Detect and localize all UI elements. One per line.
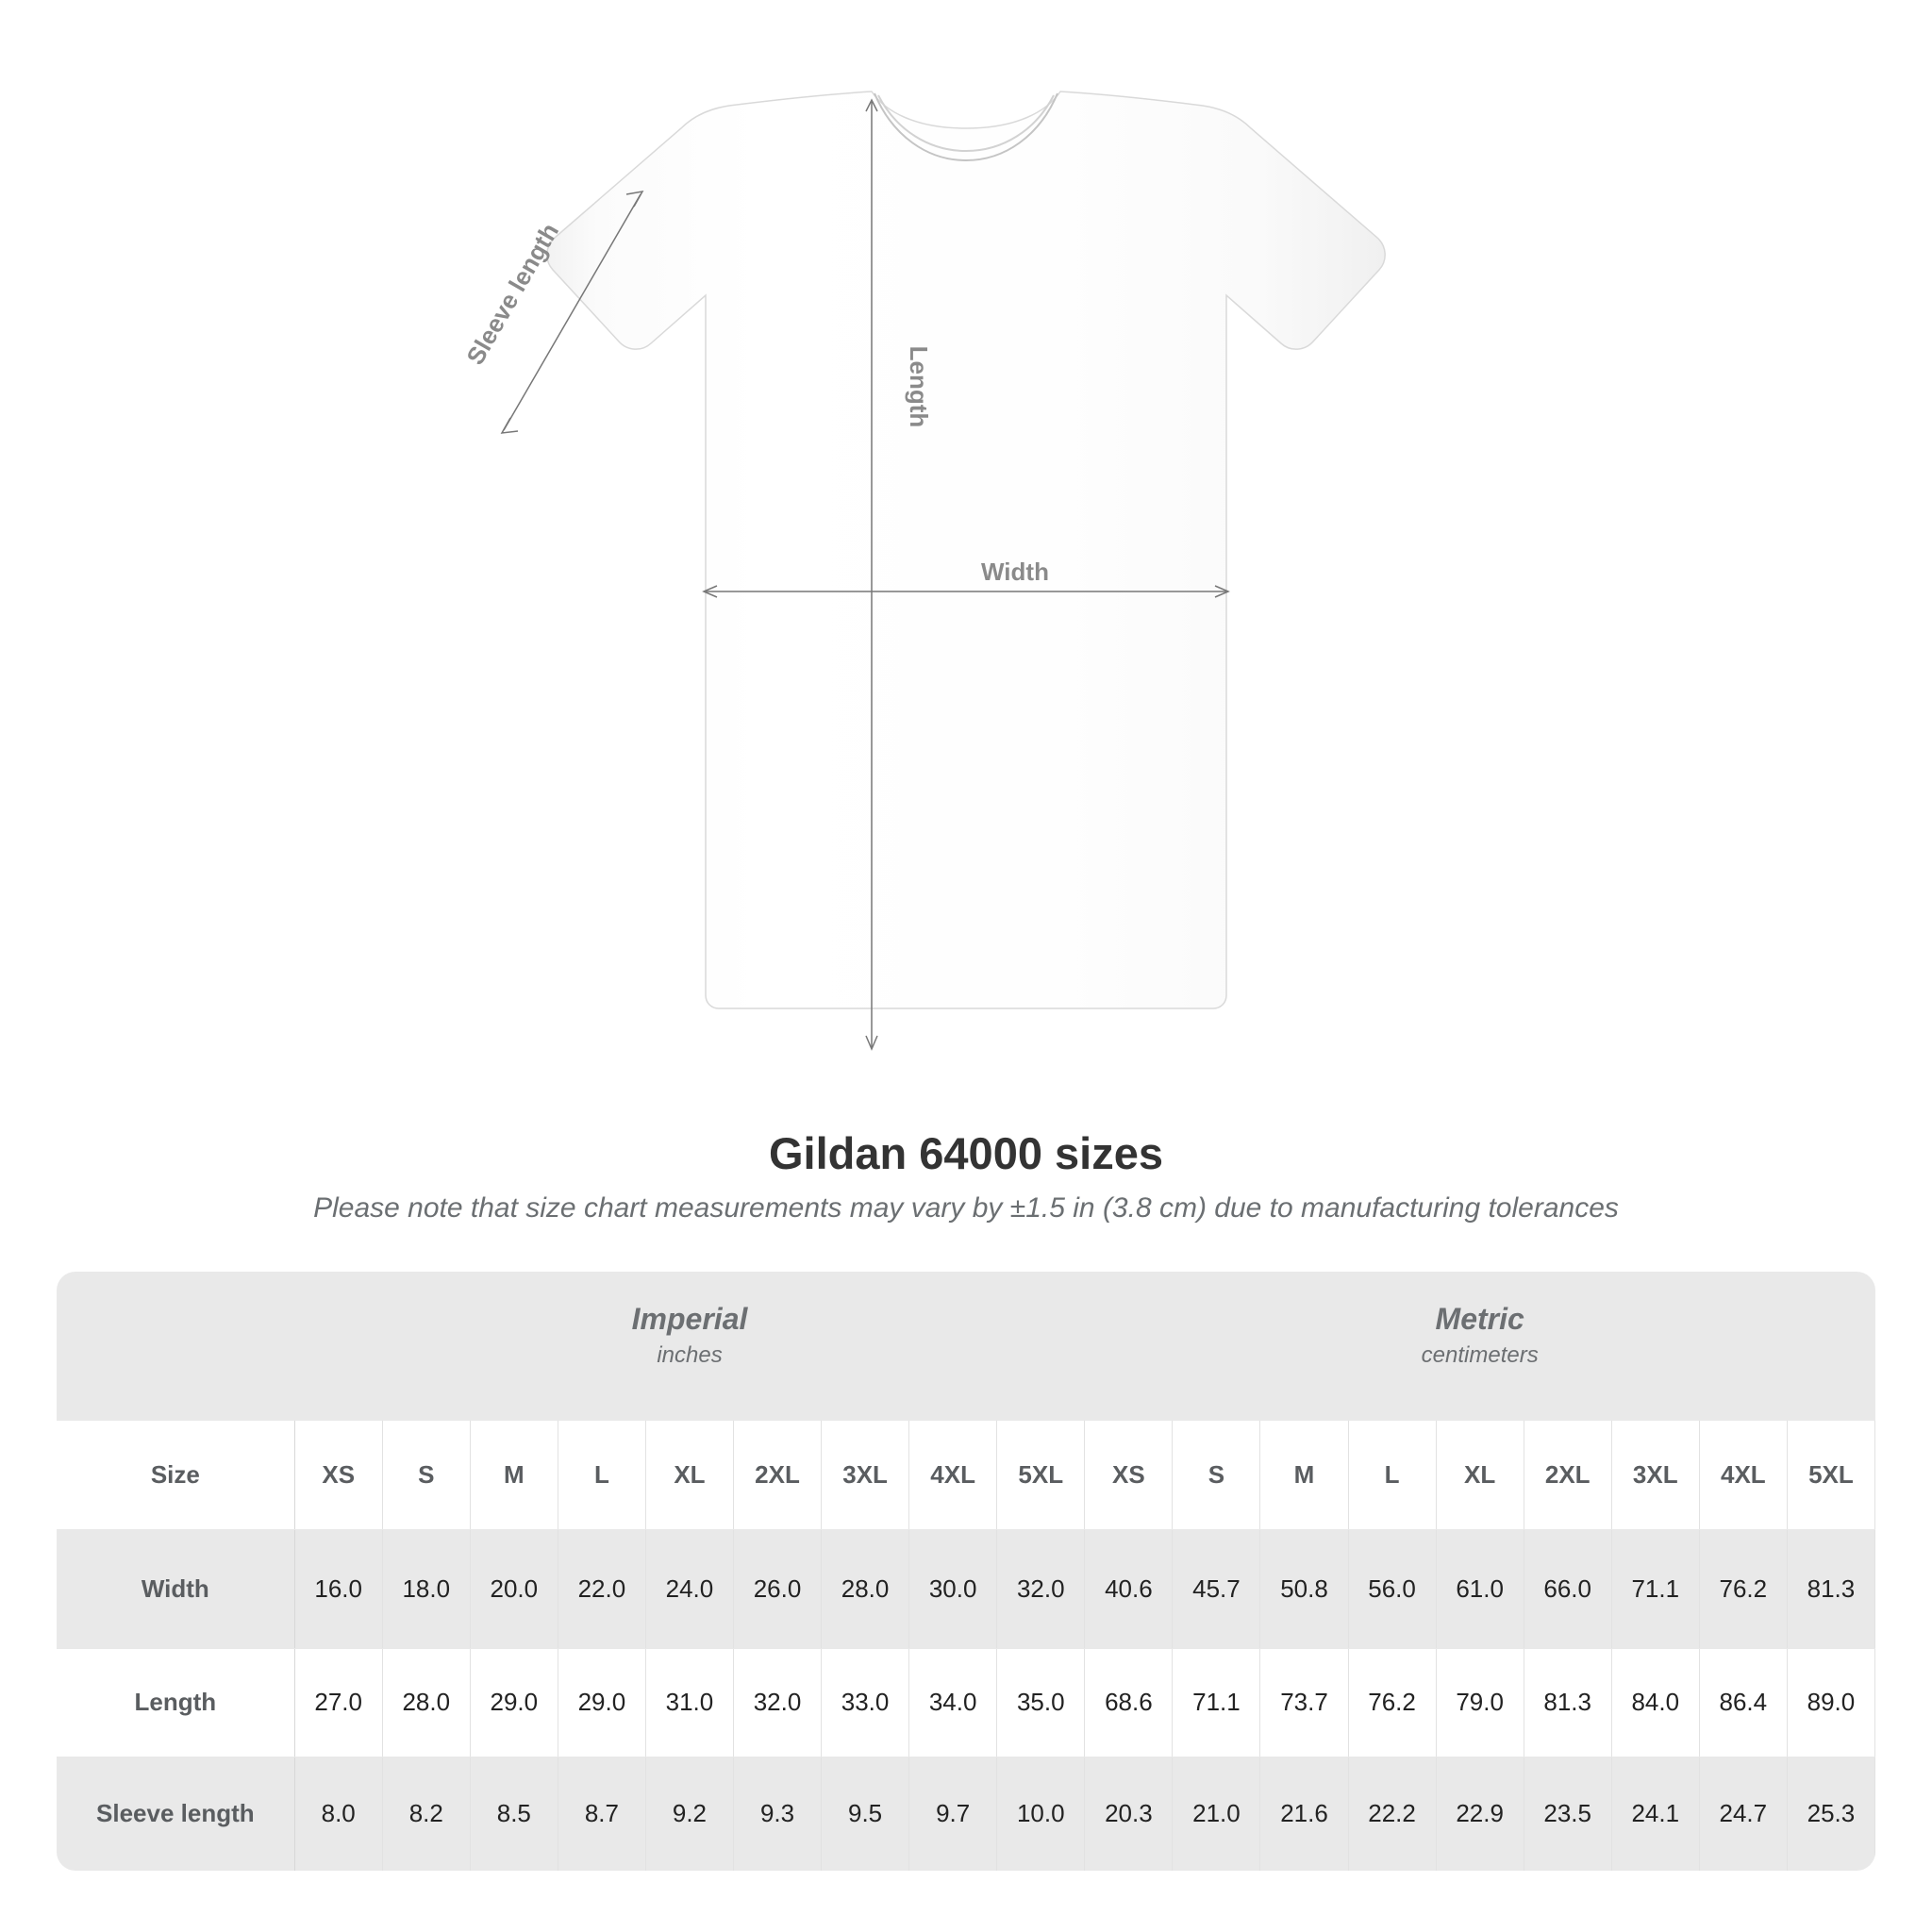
svg-text:Sleeve length: Sleeve length (460, 218, 564, 369)
svg-text:Length: Length (905, 346, 933, 428)
svg-text:Width: Width (981, 558, 1049, 586)
